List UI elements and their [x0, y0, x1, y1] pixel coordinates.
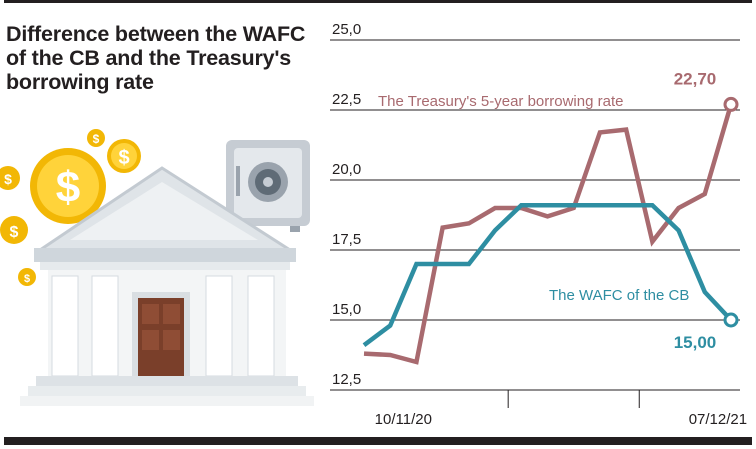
- x-axis-ticks: 10/11/20 07/12/21: [375, 390, 747, 428]
- svg-text:$: $: [10, 224, 19, 241]
- svg-text:$: $: [24, 273, 30, 285]
- dollar-coin-icon: $: [107, 139, 141, 173]
- bank-illustration: $ $ $ $ $ $: [0, 129, 314, 406]
- y-axis-ticks: 25,0 22,5 20,0 17,5 15,0 12,5: [332, 21, 361, 388]
- series-name-treasury: The Treasury's 5-year borrowing rate: [378, 93, 623, 110]
- top-rule: [4, 0, 752, 3]
- svg-text:$: $: [4, 171, 12, 187]
- series-lines: [362, 96, 739, 365]
- dollar-coin-icon: $: [0, 216, 28, 244]
- chart-title: Difference between the WAFC of the CB an…: [6, 22, 306, 94]
- series-name-wafc: The WAFC of the CB: [549, 287, 689, 304]
- x-tick-label: 07/12/21: [689, 411, 747, 428]
- series-end-point: [723, 312, 739, 328]
- series-line-wafc: [362, 202, 733, 348]
- dollar-coin-icon: $: [0, 166, 20, 190]
- svg-text:$: $: [118, 147, 129, 169]
- dollar-coin-icon: $: [18, 268, 36, 286]
- bottom-rule: [4, 437, 752, 445]
- bank-building-icon: [20, 166, 314, 406]
- svg-text:$: $: [56, 163, 80, 212]
- y-tick-label: 12,5: [332, 371, 361, 388]
- safe-icon: [226, 140, 310, 232]
- series-line-treasury: [363, 103, 734, 365]
- gridlines: [330, 39, 740, 391]
- series-labels: The Treasury's 5-year borrowing rate 22,7…: [378, 69, 716, 352]
- dollar-coin-icon: $: [30, 148, 106, 224]
- y-tick-label: 20,0: [332, 161, 361, 178]
- y-tick-label: 22,5: [332, 91, 361, 108]
- y-tick-label: 25,0: [332, 21, 361, 38]
- series-end-value-label: 15,00: [674, 333, 717, 352]
- svg-text:$: $: [93, 132, 100, 146]
- series-end-point: [723, 96, 739, 112]
- series-end-value-label: 22,70: [674, 69, 717, 88]
- y-tick-label: 15,0: [332, 301, 361, 318]
- dollar-coin-icon: $: [87, 129, 105, 147]
- x-tick-label: 10/11/20: [375, 411, 432, 428]
- y-tick-label: 17,5: [332, 231, 361, 248]
